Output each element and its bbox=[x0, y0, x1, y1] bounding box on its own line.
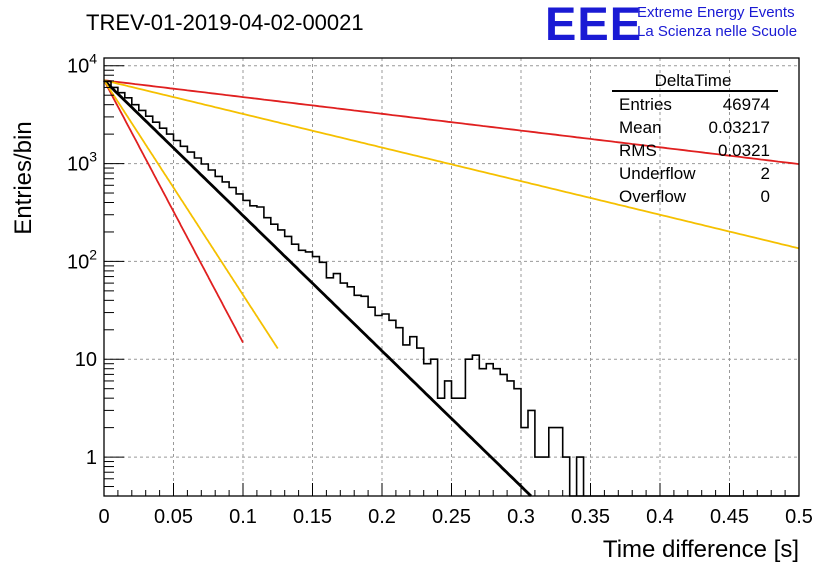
y-tick-label: 10 bbox=[75, 349, 97, 371]
x-tick-label: 0.3 bbox=[507, 506, 535, 528]
stats-value: 0.03217 bbox=[709, 118, 770, 137]
y-tick-label: 1 bbox=[86, 447, 97, 469]
chart-title: TREV-01-2019-04-02-00021 bbox=[86, 10, 364, 35]
fit-curve bbox=[103, 79, 800, 250]
logo-caption: Extreme Energy Events La Scienza nelle S… bbox=[637, 3, 797, 41]
x-tick-label: 0.05 bbox=[154, 506, 193, 528]
x-tick-label: 0 bbox=[98, 506, 109, 528]
fit-curves bbox=[103, 79, 800, 497]
stats-value: 0 bbox=[761, 187, 770, 206]
stats-label: Mean bbox=[619, 118, 662, 137]
logo-line-1: Extreme Energy Events bbox=[637, 4, 795, 21]
x-tick-label: 0.45 bbox=[710, 506, 749, 528]
stats-label: RMS bbox=[619, 141, 657, 160]
y-tick-label: 103 bbox=[67, 149, 97, 176]
stats-label: Entries bbox=[619, 95, 672, 114]
x-axis-label: Time difference [s] bbox=[603, 536, 799, 563]
stats-value: 0.0321 bbox=[718, 141, 770, 160]
logo-line-2: La Scienza nelle Scuole bbox=[637, 23, 798, 40]
fit-curve bbox=[103, 79, 244, 344]
histogram-bin bbox=[575, 456, 585, 496]
x-tick-label: 0.15 bbox=[293, 506, 332, 528]
eee-logo: EEE bbox=[545, 0, 643, 50]
x-tick-label: 0.1 bbox=[229, 506, 257, 528]
x-tick-label: 0.5 bbox=[785, 506, 813, 528]
stats-label: Overflow bbox=[619, 187, 687, 206]
y-tick-label: 102 bbox=[67, 246, 97, 273]
fit-curve bbox=[103, 79, 279, 350]
stats-value: 46974 bbox=[723, 95, 770, 114]
x-tick-label: 0.25 bbox=[432, 506, 471, 528]
x-tick-label: 0.2 bbox=[368, 506, 396, 528]
axes: 0 0.05 0.1 0.15 0.2 0.25 0.3 0.35 0.4 0.45 0.5 1 10 1… bbox=[67, 51, 813, 528]
fit-curve bbox=[103, 79, 800, 165]
x-tick-label: 0.4 bbox=[646, 506, 674, 528]
stats-title: DeltaTime bbox=[655, 71, 732, 90]
x-tick-label: 0.35 bbox=[571, 506, 610, 528]
fit-curve bbox=[103, 79, 532, 497]
y-tick-label: 104 bbox=[67, 51, 97, 78]
y-axis-label: Entries/bin bbox=[10, 121, 37, 234]
stats-box: DeltaTime Entries 46974 Mean 0.03217 RMS 0.032… bbox=[612, 71, 778, 206]
stats-label: Underflow bbox=[619, 164, 696, 183]
stats-value: 2 bbox=[761, 164, 770, 183]
